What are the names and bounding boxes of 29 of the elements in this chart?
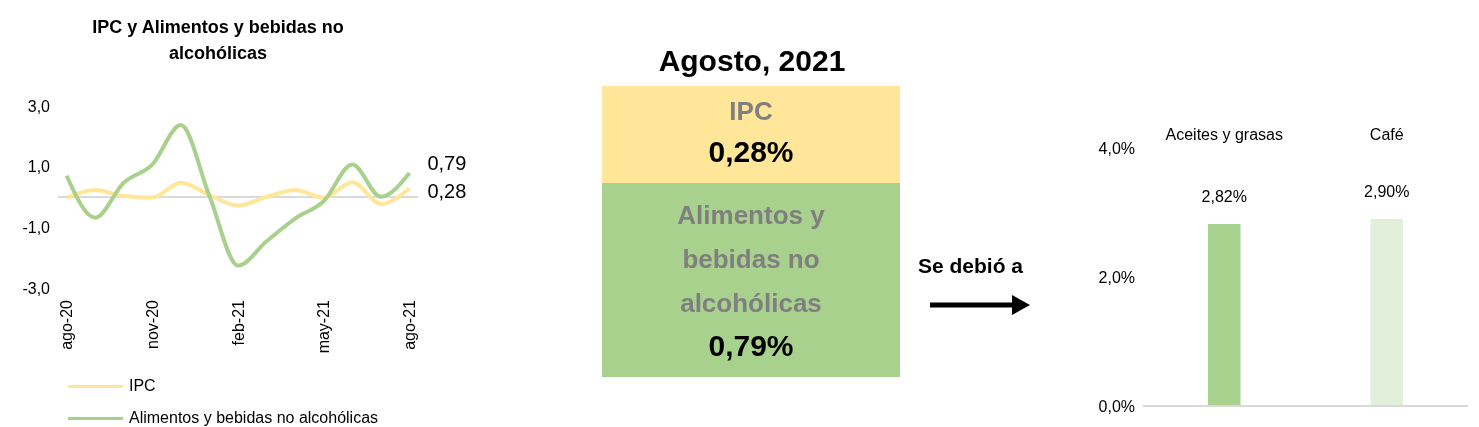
chart-title: IPC y Alimentos y bebidas no alcohólicas: [91, 16, 345, 65]
legend-label: IPC: [129, 376, 156, 396]
x-tick-label: ago-21: [400, 299, 418, 350]
y-tick-label: 2,0%: [1098, 268, 1135, 286]
data-label: 0,28: [427, 179, 467, 202]
y-tick-label: -1,0: [22, 219, 51, 237]
x-tick-label: ago-20: [58, 299, 76, 350]
line-series: [64, 123, 412, 268]
data-label: 0,79: [427, 152, 467, 175]
x-tick-label: Café: [1369, 126, 1404, 143]
text: Se debió a: [918, 254, 1024, 278]
text: 0,79%: [707, 329, 795, 363]
data-label: 2,82%: [1201, 188, 1247, 206]
y-tick-label: 0,0%: [1098, 397, 1135, 415]
y-tick-label: 1,0: [27, 158, 51, 176]
y-tick-label: 4,0%: [1098, 139, 1135, 157]
text: 0,28%: [707, 135, 795, 169]
data-label: 2,90%: [1364, 182, 1410, 200]
text: Agosto, 2021: [657, 44, 847, 78]
text: IPC: [728, 96, 774, 127]
x-tick-label: Aceites y grasas: [1165, 126, 1283, 143]
x-tick-label: may-21: [315, 299, 333, 354]
legend-label: Alimentos y bebidas no alcohólicas: [129, 408, 379, 427]
x-tick-label: nov-20: [143, 299, 161, 349]
line-series: [64, 180, 412, 208]
y-tick-label: 3,0: [27, 97, 51, 115]
x-tick-label: feb-21: [229, 299, 247, 346]
y-tick-label: -3,0: [22, 279, 51, 297]
text: Alimentos y bebidas no alcohólicas: [676, 199, 826, 320]
